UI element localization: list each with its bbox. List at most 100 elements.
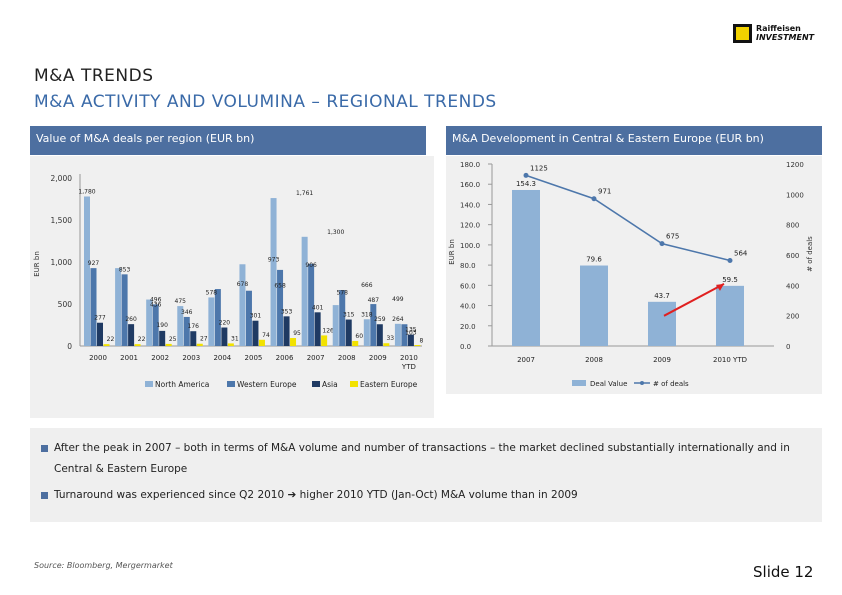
y2-tick-label: 400 <box>786 282 799 290</box>
bar-deal-value <box>716 285 744 346</box>
y-axis-label: EUR bn <box>33 251 41 277</box>
bar-western-europe <box>370 304 377 346</box>
x-tick-label: 2005 <box>245 354 263 362</box>
line-data-label: 675 <box>666 233 679 241</box>
x-tick-label: 2007 <box>307 354 325 362</box>
line-point <box>727 257 733 263</box>
bar-data-label: 154.3 <box>516 180 536 188</box>
regional-bar-chart-panel: 0 500 1,000 1,500 2,000 EUR bn 2000 1,780 927 277… <box>30 156 434 418</box>
data-label: 678 <box>237 281 249 288</box>
line-num-deals <box>525 174 731 262</box>
bar-asia <box>190 331 197 346</box>
legend-label: North America <box>155 380 209 389</box>
bar-eastern-europe <box>103 344 110 346</box>
cee-chart-panel: 0.0 20.0 40.0 60.0 80.0 100.0 120.0 140.0 160.0 1… <box>446 156 822 394</box>
bar-north-america <box>363 319 370 346</box>
data-label: 259 <box>374 316 386 323</box>
bar-north-america <box>146 299 153 346</box>
y2-tick-label: 200 <box>786 313 799 321</box>
bar-western-europe <box>401 324 408 346</box>
bar-asia <box>159 330 166 346</box>
page-title: M&A TRENDS <box>34 66 154 86</box>
data-label: 853 <box>119 266 131 273</box>
data-label: 27 <box>200 336 208 343</box>
x-tick-label: 2003 <box>182 354 200 362</box>
data-label: 496 <box>150 296 162 303</box>
data-label: 318 <box>361 311 373 318</box>
bar-north-america <box>394 323 401 346</box>
bar-eastern-europe <box>383 343 390 346</box>
bar-asia <box>345 319 352 346</box>
data-label: 475 <box>175 298 187 305</box>
y-tick-label: 60.0 <box>460 282 476 290</box>
data-label: 31 <box>231 335 239 342</box>
bar-eastern-europe <box>196 343 203 346</box>
bar-eastern-europe <box>227 343 234 346</box>
bar-data-label: 43.7 <box>654 292 670 300</box>
legend-label: Asia <box>322 380 338 389</box>
y-tick-label: 1,500 <box>51 216 73 225</box>
bar-western-europe <box>121 274 128 346</box>
y2-tick-label: 1000 <box>786 191 804 199</box>
bar-eastern-europe <box>165 343 172 346</box>
y-tick-label: 80.0 <box>460 262 476 270</box>
data-label: 666 <box>361 282 373 289</box>
data-label: 95 <box>293 330 301 337</box>
legend-label: Western Europe <box>237 380 297 389</box>
x-tick-label: 2007 <box>517 356 535 364</box>
source-note: Source: Bloomberg, Mergermarket <box>34 561 173 570</box>
x-tick-label: 2001 <box>120 354 138 362</box>
bar-asia <box>252 320 259 346</box>
bullet-item: Turnaround was experienced since Q2 2010… <box>40 485 812 506</box>
data-label: 22 <box>138 336 146 343</box>
data-label: 436 <box>150 301 162 308</box>
data-label: 277 <box>94 315 106 322</box>
legend-swatch-2 <box>312 381 320 387</box>
data-label: 499 <box>392 296 404 303</box>
data-label: 1,300 <box>327 229 344 236</box>
data-label: 176 <box>188 323 200 330</box>
logo-line2: INVESTMENT <box>756 33 815 42</box>
bar-asia <box>221 327 228 346</box>
data-label: 25 <box>169 336 177 343</box>
logo-line1: Raiffeisen <box>756 24 801 33</box>
data-label: 906 <box>305 262 317 269</box>
y-tick-label: 160.0 <box>460 181 480 189</box>
bar-data-label: 79.6 <box>586 256 602 264</box>
data-label: 658 <box>274 283 286 290</box>
bar-western-europe <box>277 269 284 346</box>
bar-asia <box>128 324 135 346</box>
line-data-label: 971 <box>598 188 611 196</box>
data-label: 135 <box>405 327 417 334</box>
bar-eastern-europe <box>414 345 421 346</box>
bar-eastern-europe <box>134 344 141 346</box>
bar-asia <box>407 334 414 346</box>
bar-asia <box>283 316 290 346</box>
line-data-label: 1125 <box>530 164 548 172</box>
bar-north-america <box>208 297 215 346</box>
x-tick-label: 2002 <box>151 354 169 362</box>
key-takeaways: After the peak in 2007 – both in terms o… <box>30 428 822 522</box>
cee-combo-chart: 0.0 20.0 40.0 60.0 80.0 100.0 120.0 140.0 160.0 1… <box>448 161 814 388</box>
y-tick-label: 40.0 <box>460 303 476 311</box>
legend-label: # of deals <box>653 380 689 388</box>
y-tick-label: 180.0 <box>460 161 480 169</box>
bar-deal-value <box>512 189 540 346</box>
bar-north-america <box>177 306 184 346</box>
y-tick-label: 20.0 <box>460 323 476 331</box>
bar-eastern-europe <box>321 335 328 346</box>
legend-swatch-deal-value <box>572 380 586 386</box>
bar-eastern-europe <box>352 340 359 346</box>
line-point <box>523 172 529 178</box>
data-label: 264 <box>392 316 404 323</box>
data-label: 1,761 <box>296 190 313 197</box>
bar-western-europe <box>214 289 221 346</box>
data-label: 33 <box>386 335 394 342</box>
y2-tick-label: 800 <box>786 222 799 230</box>
legend-label: Eastern Europe <box>360 380 418 389</box>
data-label: 353 <box>281 308 293 315</box>
data-label: 103 <box>405 329 417 336</box>
bullet-square-icon <box>41 445 48 452</box>
data-label: 22 <box>107 336 115 343</box>
